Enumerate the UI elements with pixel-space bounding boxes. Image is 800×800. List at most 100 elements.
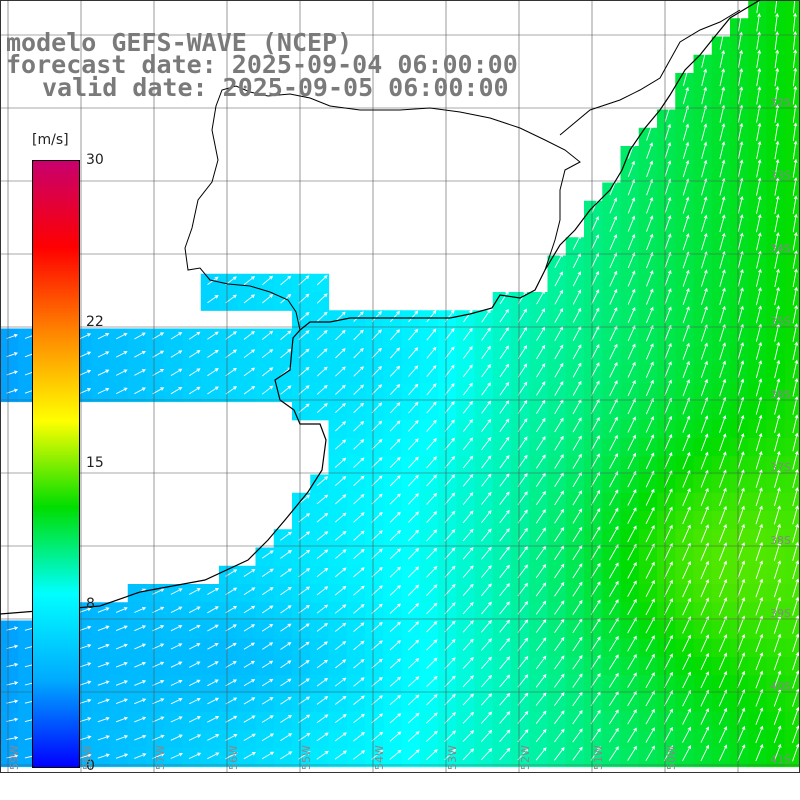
wind-arrow — [298, 403, 310, 413]
wind-arrow — [682, 542, 691, 561]
wind-cell — [784, 492, 800, 512]
wind-arrow — [207, 386, 219, 395]
wind-arrow — [517, 601, 529, 615]
wind-arrow — [535, 509, 546, 524]
wind-arrow — [316, 366, 328, 377]
wind-arrow — [609, 197, 618, 214]
wind-arrow — [719, 214, 726, 233]
wind-arrow — [389, 749, 402, 760]
wind-arrow — [389, 566, 401, 578]
wind-arrow — [408, 310, 419, 323]
wind-arrow — [719, 378, 727, 397]
wind-arrow — [755, 268, 762, 287]
wind-arrow — [517, 582, 528, 597]
wind-arrow — [280, 623, 292, 632]
wind-arrow — [207, 331, 219, 340]
wind-cell — [511, 492, 530, 512]
wind-arrow — [608, 746, 619, 761]
wind-arrow — [243, 569, 256, 577]
wind-arrow — [316, 714, 329, 724]
wind-arrow — [682, 233, 690, 251]
wind-arrow — [170, 734, 183, 741]
wind-arrow — [261, 385, 274, 395]
wind-arrow — [207, 643, 219, 650]
wind-arrow — [6, 717, 19, 722]
wind-cell — [419, 310, 439, 330]
wind-arrow — [371, 311, 382, 323]
wind-arrow — [426, 675, 438, 688]
wind-cell — [419, 401, 439, 421]
wind-cell — [438, 438, 457, 457]
wind-arrow — [572, 435, 582, 451]
wind-arrow — [737, 633, 746, 652]
wind-arrow — [152, 752, 165, 759]
wind-arrow — [243, 605, 256, 614]
wind-cell — [456, 365, 476, 384]
wind-arrow — [627, 325, 636, 342]
wind-arrow — [444, 584, 456, 596]
wind-arrow — [701, 50, 707, 68]
wind-cell — [784, 565, 800, 585]
wind-arrow — [645, 653, 655, 670]
wind-arrow — [517, 491, 528, 506]
wind-cell — [784, 255, 800, 275]
wind-arrow — [243, 733, 256, 741]
wind-cell — [456, 438, 476, 457]
wind-arrow — [701, 123, 708, 141]
wind-arrow — [334, 421, 347, 432]
wind-arrow — [645, 379, 654, 397]
wind-arrow — [664, 233, 672, 251]
wind-arrow — [353, 732, 366, 742]
wind-arrow — [755, 652, 764, 671]
wind-arrow — [462, 583, 474, 596]
wind-arrow — [591, 234, 600, 250]
wind-arrow — [115, 607, 128, 613]
wind-arrow — [298, 366, 310, 377]
wind-arrow — [718, 689, 728, 707]
wind-arrow — [718, 578, 728, 598]
latitude-label: 33S — [770, 169, 791, 182]
wind-arrow — [407, 548, 420, 560]
wind-arrow — [773, 670, 782, 689]
wind-arrow — [608, 599, 619, 616]
wind-arrow — [499, 473, 510, 487]
wind-arrow — [627, 598, 637, 616]
wind-arrow — [334, 457, 347, 468]
wind-arrow — [353, 695, 365, 705]
wind-arrow — [353, 659, 365, 669]
wind-arrow — [188, 368, 201, 377]
wind-arrow — [225, 606, 238, 614]
wind-arrow — [426, 657, 438, 669]
longitude-label: 51W — [592, 745, 605, 770]
wind-arrow — [335, 384, 346, 395]
wind-cell — [383, 365, 403, 384]
wind-arrow — [609, 215, 618, 232]
wind-arrow — [280, 550, 292, 559]
wind-arrow — [316, 586, 329, 596]
wind-arrow — [572, 636, 583, 652]
wind-arrow — [645, 727, 655, 743]
wind-cell — [784, 675, 800, 695]
wind-cell — [529, 711, 549, 731]
wind-arrow — [792, 450, 799, 470]
wind-arrow — [353, 439, 365, 450]
wind-cell — [584, 511, 603, 530]
wind-arrow — [334, 402, 346, 414]
wind-arrow — [243, 752, 256, 760]
wind-arrow — [737, 104, 744, 123]
wind-arrow — [682, 196, 690, 214]
wind-arrow — [663, 671, 673, 689]
wind-arrow — [535, 527, 546, 542]
wind-arrow — [371, 384, 383, 395]
wind-arrow — [737, 523, 745, 543]
wind-arrow — [554, 600, 565, 615]
wind-arrow — [774, 12, 779, 32]
wind-arrow — [225, 331, 237, 340]
wind-arrow — [755, 414, 763, 434]
wind-arrow — [756, 232, 762, 251]
wind-arrow — [737, 177, 744, 196]
wind-arrow — [755, 305, 762, 324]
wind-arrow — [773, 487, 781, 507]
wind-arrow — [371, 329, 382, 341]
wind-arrow — [480, 619, 492, 633]
